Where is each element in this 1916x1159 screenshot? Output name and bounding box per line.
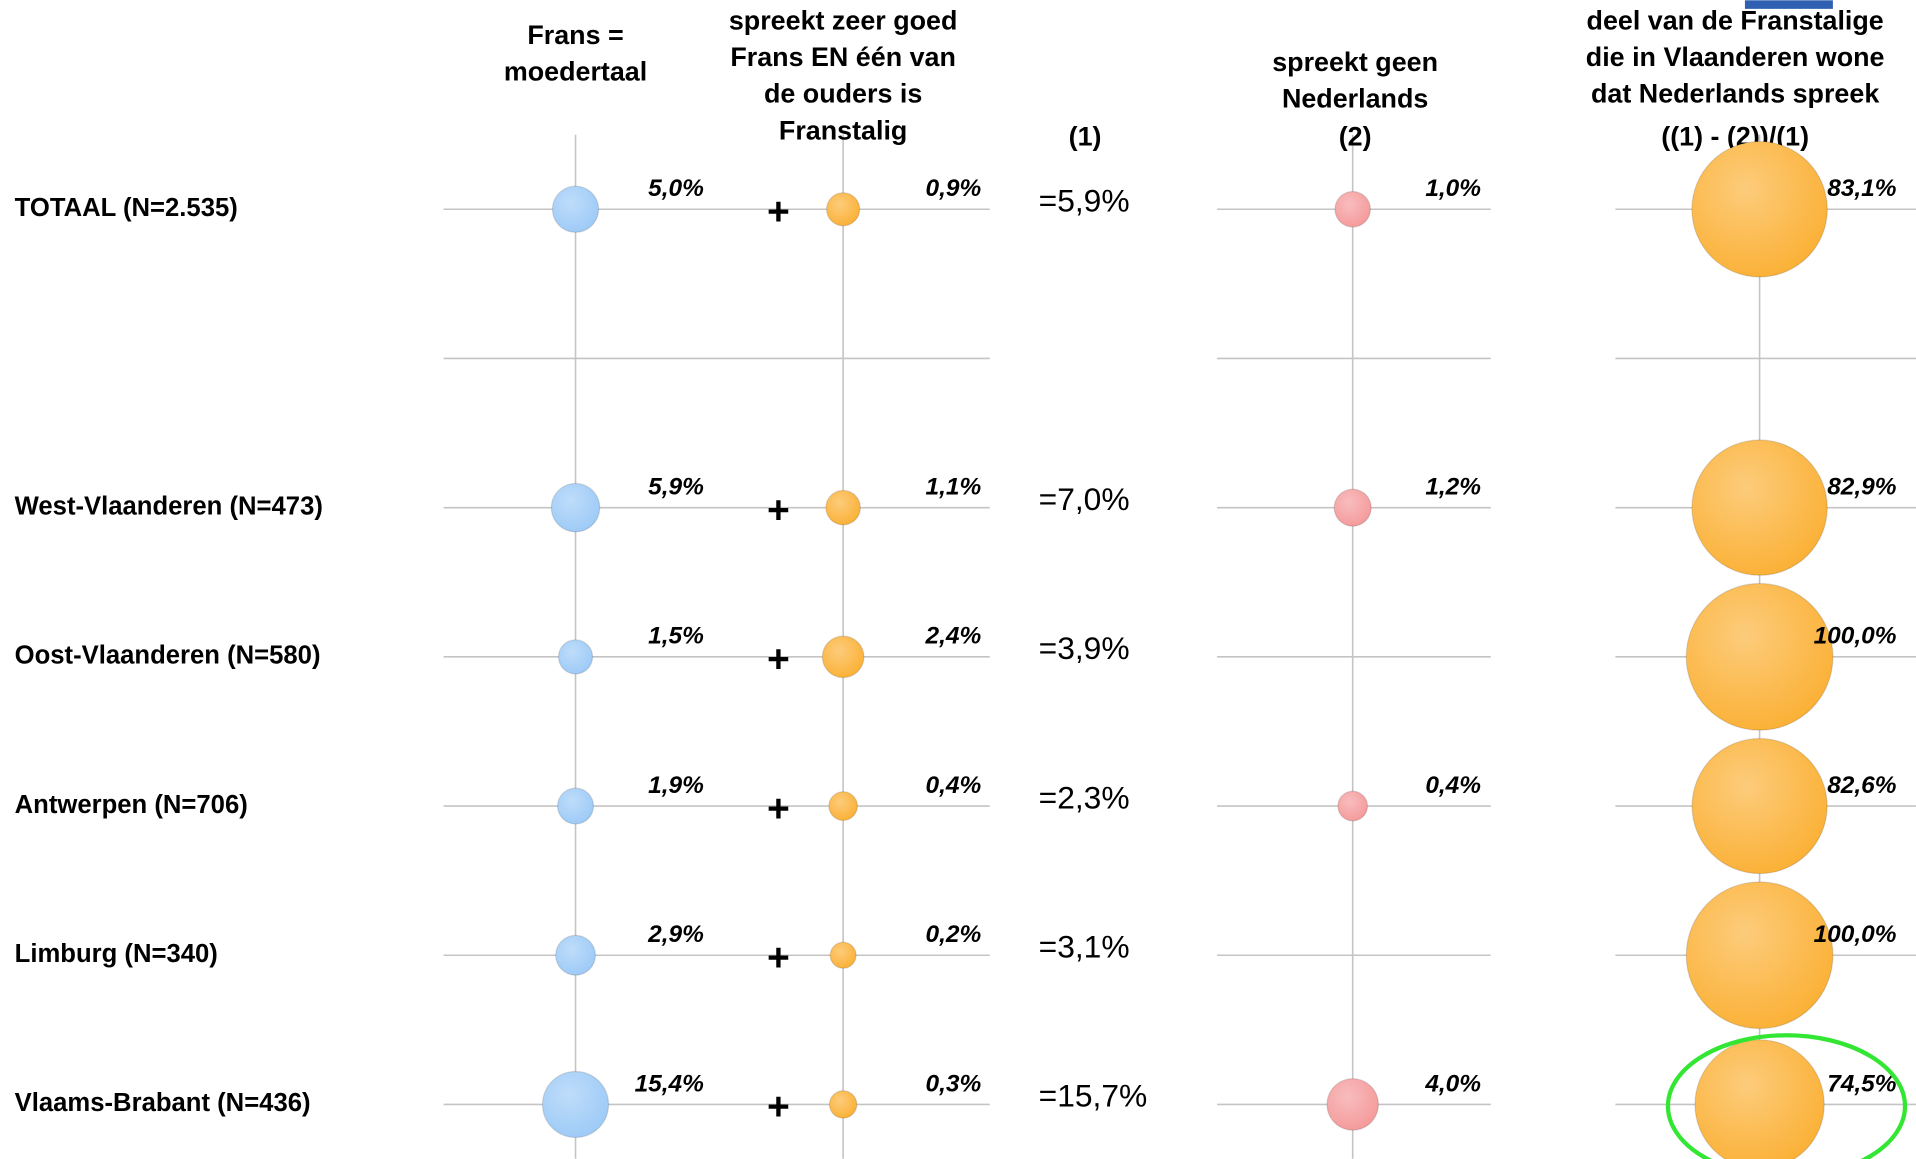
column-header: Frans = moedertaal <box>504 20 647 87</box>
row-label: West-Vlaanderen (N=473) <box>15 492 323 520</box>
bubble-shade <box>1691 141 1828 277</box>
bubble-shade <box>555 935 596 976</box>
bubble-shade <box>1686 583 1833 731</box>
value-label: 74,5% <box>1827 1070 1897 1097</box>
bubble-shade <box>1692 738 1828 874</box>
bubble-shade <box>828 791 858 821</box>
highlight-ellipse <box>1665 1033 1908 1159</box>
row-label: TOTAAL (N=2.535) <box>15 194 238 222</box>
value-label: 0,2% <box>926 921 982 948</box>
bubble-shade <box>1694 1039 1825 1159</box>
value-label: 100,0% <box>1814 921 1897 948</box>
row-label: Oost-Vlaanderen (N=580) <box>15 642 321 670</box>
sum-label: =5,9% <box>1039 183 1130 219</box>
sum-label: =15,7% <box>1039 1078 1148 1114</box>
bubble-shade <box>552 186 599 233</box>
value-label: 0,4% <box>926 772 982 799</box>
row-label: Vlaams-Brabant (N=436) <box>15 1089 311 1117</box>
bubble-shade <box>542 1071 609 1138</box>
bubble-shade <box>826 192 860 226</box>
operator: + <box>767 787 790 830</box>
bubble-shade <box>551 483 600 532</box>
bubble-shade <box>557 788 594 824</box>
value-label: 1,1% <box>926 474 982 501</box>
value-label: 4,0% <box>1424 1070 1481 1097</box>
value-label: 2,9% <box>647 921 704 948</box>
value-label: 82,9% <box>1827 474 1897 501</box>
operator: + <box>767 190 790 233</box>
sum-label: =2,3% <box>1039 779 1130 815</box>
value-label: 2,4% <box>925 623 982 650</box>
value-label: 0,4% <box>1425 772 1481 799</box>
value-label: 1,5% <box>648 623 704 650</box>
value-label: 83,1% <box>1827 175 1897 202</box>
column-header: deel van de Franstalige die in Vlaanderen… <box>1586 5 1885 151</box>
value-label: 0,3% <box>926 1070 982 1097</box>
row-label: Limburg (N=340) <box>15 940 218 968</box>
bubble-shade <box>1691 440 1828 576</box>
bubble-shade <box>1334 489 1372 527</box>
value-label: 82,6% <box>1827 772 1897 799</box>
bubble-shade <box>1686 881 1833 1029</box>
value-label: 1,9% <box>648 772 704 799</box>
bubble-shade <box>830 942 857 969</box>
operator: + <box>767 489 790 532</box>
value-label: 100,0% <box>1814 623 1897 650</box>
bubble-shade <box>822 636 864 678</box>
bubble-shade <box>825 490 861 525</box>
bubble-shade <box>1327 1078 1379 1131</box>
sum-label: =7,0% <box>1039 481 1130 517</box>
bubble-shade <box>1334 191 1371 227</box>
bubble-shade <box>558 639 593 674</box>
row-label: Antwerpen (N=706) <box>15 791 248 819</box>
sum-label: =3,1% <box>1039 929 1130 965</box>
column-header: spreekt zeer goed Frans EN één van de oude… <box>729 5 958 145</box>
operator: + <box>767 1086 790 1129</box>
value-label: 15,4% <box>635 1070 705 1097</box>
value-label: 5,9% <box>648 474 704 501</box>
link-bar <box>1744 0 1833 9</box>
operator: + <box>767 936 790 979</box>
bubble-shade <box>1337 791 1368 821</box>
operator: + <box>767 638 790 681</box>
bubble-shade <box>829 1090 857 1119</box>
sum-label: =3,9% <box>1039 630 1130 666</box>
value-label: 1,0% <box>1425 175 1481 202</box>
column-header: spreekt geen Nederlands (2) <box>1272 47 1438 152</box>
value-label: 5,0% <box>648 175 704 202</box>
column-header: (1) <box>1069 121 1102 151</box>
value-label: 1,2% <box>1425 474 1481 501</box>
value-label: 0,9% <box>926 175 982 202</box>
